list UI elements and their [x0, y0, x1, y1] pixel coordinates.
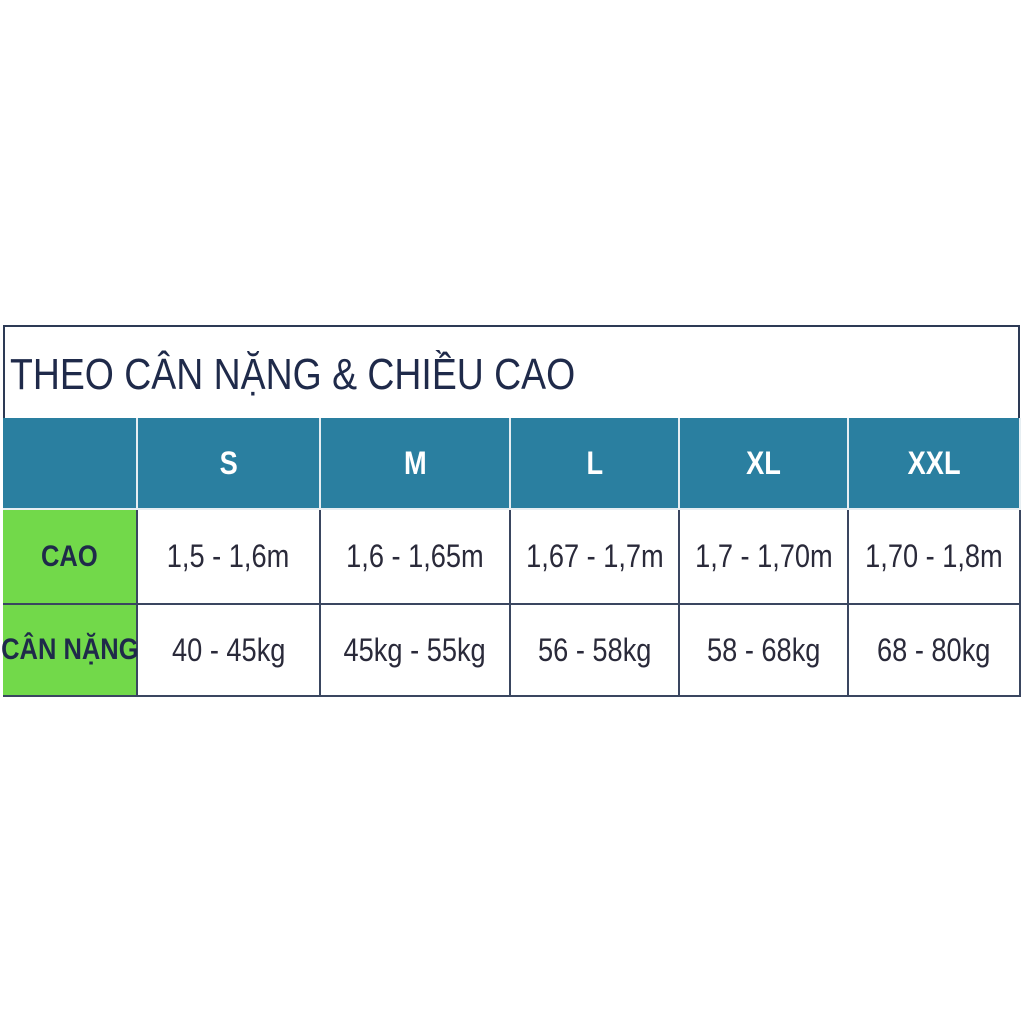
value-cell-text: 58 - 68kg — [706, 631, 821, 668]
value-cell-text: 56 - 58kg — [537, 631, 652, 668]
value-cell: 40 - 45kg — [138, 605, 321, 697]
value-cell: 58 - 68kg — [680, 605, 849, 697]
value-cell: 56 - 58kg — [511, 605, 680, 697]
value-cell-text: 40 - 45kg — [171, 631, 286, 668]
size-header: L — [511, 418, 680, 510]
size-header: M — [321, 418, 511, 510]
row-label-text: CÂN NẶNG — [0, 633, 139, 666]
value-cell-text: 68 - 80kg — [877, 631, 991, 668]
value-cell: 1,5 - 1,6m — [138, 510, 321, 605]
size-header: XL — [680, 418, 849, 510]
value-cell-text: 45kg - 55kg — [343, 631, 487, 668]
size-header: XXL — [849, 418, 1021, 510]
value-cell-text: 1,7 - 1,70m — [694, 538, 833, 574]
value-cell-text: 1,67 - 1,7m — [525, 538, 664, 574]
corner-cell — [3, 418, 138, 510]
size-header-text: XL — [746, 444, 781, 481]
value-cell-text: 1,5 - 1,6m — [167, 538, 290, 574]
size-header-text: M — [403, 444, 427, 481]
value-cell: 68 - 80kg — [849, 605, 1021, 697]
value-cell-text: 1,6 - 1,65m — [346, 538, 484, 574]
size-header-text: XXL — [907, 444, 961, 481]
size-header: S — [138, 418, 321, 510]
row-label-text: CAO — [41, 539, 98, 573]
value-cell-text: 1,70 - 1,8m — [865, 538, 1003, 574]
value-cell: 1,6 - 1,65m — [321, 510, 511, 605]
row-label: CÂN NẶNG — [0, 605, 139, 697]
value-cell: 1,70 - 1,8m — [849, 510, 1021, 605]
value-cell: 1,7 - 1,70m — [680, 510, 849, 605]
size-header-text: L — [586, 444, 603, 481]
value-cell: 45kg - 55kg — [321, 605, 511, 697]
title: THEO CÂN NẶNG & CHIỀU CAO — [10, 350, 576, 399]
size-header-text: S — [219, 444, 238, 481]
row-label: CAO — [3, 510, 138, 605]
value-cell: 1,67 - 1,7m — [511, 510, 680, 605]
